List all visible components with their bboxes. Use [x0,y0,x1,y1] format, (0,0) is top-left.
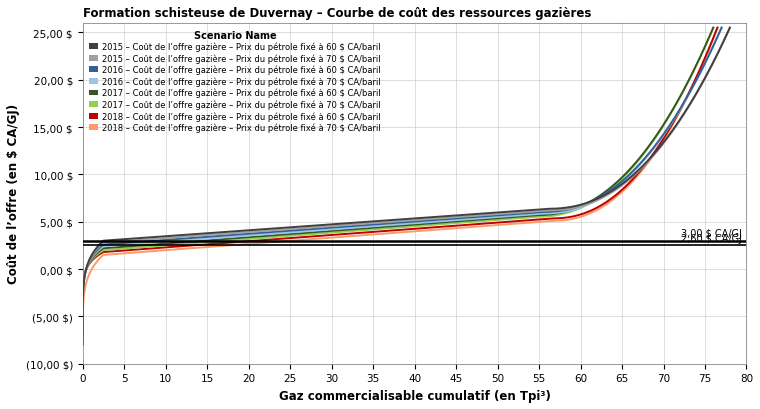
Text: 3,00 $ CA/GJ: 3,00 $ CA/GJ [682,228,743,238]
Text: 2,60 $ CA/GJ: 2,60 $ CA/GJ [682,233,743,243]
Legend: 2015 – Coût de l’offre gazière – Prix du pétrole fixé à 60 $ CA/baril, 2015 – Co: 2015 – Coût de l’offre gazière – Prix du… [87,28,383,135]
Text: Formation schisteuse de Duvernay – Courbe de coût des ressources gazières: Formation schisteuse de Duvernay – Courb… [83,7,591,20]
Y-axis label: Coût de l’offre (en $ CA/GJ): Coût de l’offre (en $ CA/GJ) [7,104,20,284]
X-axis label: Gaz commercialisable cumulatif (en Tpi³): Gaz commercialisable cumulatif (en Tpi³) [279,389,550,402]
